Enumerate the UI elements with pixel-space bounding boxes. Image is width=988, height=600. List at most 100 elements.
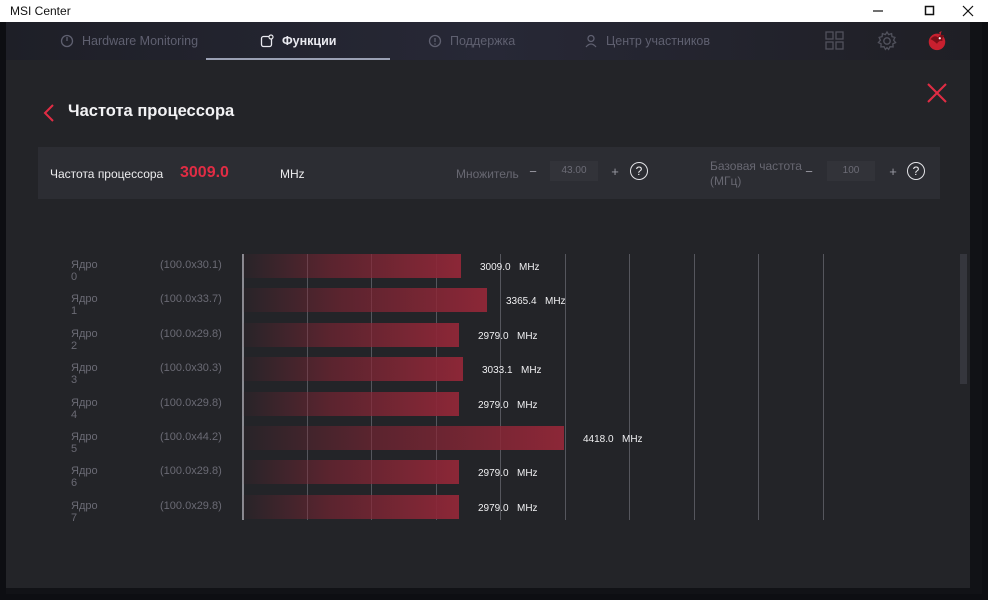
core-frequency-bar bbox=[243, 357, 463, 381]
apps-grid-button[interactable] bbox=[824, 30, 846, 52]
core-name: Ядро 1 bbox=[71, 293, 98, 317]
core-frequency-value: 4418.0 bbox=[583, 434, 614, 445]
core-frequency-value: 2979.0 bbox=[478, 503, 509, 514]
core-ratio: (100.0x29.8) bbox=[160, 328, 222, 340]
chart-axis bbox=[242, 254, 244, 520]
chart-gridline bbox=[823, 254, 824, 520]
core-ratio: (100.0x44.2) bbox=[160, 431, 222, 443]
close-icon bbox=[927, 83, 947, 103]
chart-gridline bbox=[436, 254, 437, 520]
frequency-summary-bar: Частота процессора 3009.0 MHz Множитель … bbox=[38, 147, 940, 199]
core-frequency-value: 2979.0 bbox=[478, 331, 509, 342]
tab-member-center[interactable]: Центр участников bbox=[584, 22, 710, 60]
chart-gridline bbox=[694, 254, 695, 520]
core-frequency-unit: MHz bbox=[517, 468, 538, 479]
core-frequency-value: 2979.0 bbox=[478, 400, 509, 411]
chart-gridline bbox=[500, 254, 501, 520]
top-navigation: Hardware Monitoring Функции Поддержка Це… bbox=[6, 22, 970, 60]
msi-logo-button[interactable] bbox=[926, 30, 948, 52]
app-window: Hardware Monitoring Функции Поддержка Це… bbox=[6, 22, 982, 594]
support-icon bbox=[428, 34, 442, 48]
multiplier-increase-button[interactable]: + bbox=[611, 163, 619, 179]
core-frequency-unit: MHz bbox=[517, 331, 538, 342]
chart-gridline bbox=[758, 254, 759, 520]
core-ratio: (100.0x29.8) bbox=[160, 500, 222, 512]
monitor-icon bbox=[60, 34, 74, 48]
back-icon bbox=[43, 104, 54, 122]
base-clock-increase-button[interactable]: + bbox=[889, 163, 897, 179]
base-clock-decrease-button[interactable]: − bbox=[805, 163, 813, 179]
chart-gridline bbox=[565, 254, 566, 520]
core-frequency-unit: MHz bbox=[622, 434, 643, 445]
core-frequency-value: 3365.4 bbox=[506, 296, 537, 307]
minimize-button[interactable] bbox=[856, 0, 900, 22]
core-name: Ядро 2 bbox=[71, 328, 98, 352]
frequency-unit: MHz bbox=[280, 167, 305, 181]
core-name: Ядро 5 bbox=[71, 431, 98, 455]
core-frequency-bar bbox=[243, 426, 564, 450]
core-ratio: (100.0x29.8) bbox=[160, 397, 222, 409]
functions-icon bbox=[260, 34, 274, 48]
close-panel-button[interactable] bbox=[926, 82, 948, 109]
page-title: Частота процессора bbox=[68, 102, 235, 120]
chart-gridline bbox=[371, 254, 372, 520]
multiplier-decrease-button[interactable]: − bbox=[529, 163, 537, 179]
base-clock-help-icon[interactable]: ? bbox=[907, 162, 925, 180]
minimize-icon bbox=[873, 10, 883, 12]
chart-gridline bbox=[629, 254, 630, 520]
gear-icon bbox=[877, 30, 897, 51]
frequency-label: Частота процессора bbox=[50, 167, 164, 181]
core-ratio: (100.0x29.8) bbox=[160, 465, 222, 477]
maximize-button[interactable] bbox=[908, 0, 952, 22]
window-title: MSI Center bbox=[10, 4, 71, 18]
tab-support[interactable]: Поддержка bbox=[428, 22, 515, 60]
window-titlebar: MSI Center bbox=[0, 0, 988, 22]
multiplier-label: Множитель bbox=[456, 167, 519, 181]
core-frequency-unit: MHz bbox=[545, 296, 566, 307]
multiplier-help-icon[interactable]: ? bbox=[630, 162, 648, 180]
base-clock-label: Базовая частота (МГц) bbox=[710, 159, 802, 189]
core-frequency-value: 3009.0 bbox=[480, 262, 511, 273]
core-name: Ядро 6 bbox=[71, 465, 98, 489]
maximize-icon bbox=[924, 5, 935, 16]
tab-functions[interactable]: Функции bbox=[205, 22, 392, 60]
core-name: Ядро 4 bbox=[71, 397, 98, 421]
user-icon bbox=[584, 34, 598, 48]
core-frequency-bar bbox=[243, 323, 459, 347]
window-close-button[interactable] bbox=[946, 0, 988, 22]
base-clock-label-line1: Базовая частота bbox=[710, 159, 802, 173]
core-frequency-bar bbox=[243, 392, 459, 416]
core-frequency-unit: MHz bbox=[521, 365, 542, 376]
core-frequency-bar bbox=[243, 495, 459, 519]
scrollbar[interactable] bbox=[960, 254, 967, 384]
apps-grid-icon bbox=[825, 31, 844, 50]
core-frequency-unit: MHz bbox=[517, 503, 538, 514]
core-name: Ядро 7 bbox=[71, 500, 98, 524]
core-frequency-value: 2979.0 bbox=[478, 468, 509, 479]
tab-label: Центр участников bbox=[606, 34, 711, 48]
tab-label: Функции bbox=[282, 34, 337, 48]
core-frequency-bar bbox=[243, 254, 461, 278]
frequency-value: 3009.0 bbox=[180, 164, 229, 181]
core-ratio: (100.0x30.1) bbox=[160, 259, 222, 271]
core-frequency-value: 3033.1 bbox=[482, 365, 513, 376]
base-clock-input[interactable] bbox=[827, 161, 875, 181]
core-name: Ядро 3 bbox=[71, 362, 98, 386]
core-frequency-unit: MHz bbox=[517, 400, 538, 411]
core-name: Ядро 0 bbox=[71, 259, 98, 283]
tab-label: Hardware Monitoring bbox=[82, 34, 199, 48]
window-close-icon bbox=[962, 5, 974, 17]
tab-hardware-monitoring[interactable]: Hardware Monitoring bbox=[60, 22, 198, 60]
back-button[interactable] bbox=[42, 103, 56, 128]
tab-label: Поддержка bbox=[450, 34, 516, 48]
multiplier-input[interactable] bbox=[550, 161, 598, 181]
chart-gridline bbox=[307, 254, 308, 520]
settings-button[interactable] bbox=[876, 30, 898, 52]
core-ratio: (100.0x33.7) bbox=[160, 293, 222, 305]
msi-dragon-icon bbox=[928, 30, 946, 51]
core-frequency-unit: MHz bbox=[519, 262, 540, 273]
core-ratio: (100.0x30.3) bbox=[160, 362, 222, 374]
base-clock-label-line2: (МГц) bbox=[710, 174, 742, 188]
core-frequency-bar bbox=[243, 460, 459, 484]
core-frequency-bar bbox=[243, 288, 487, 312]
